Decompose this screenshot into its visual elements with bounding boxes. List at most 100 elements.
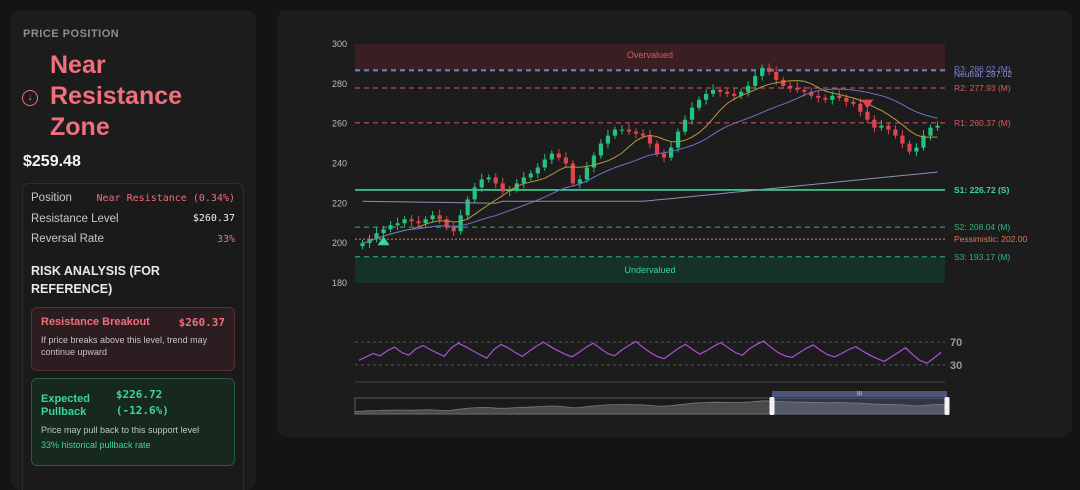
candle (535, 167, 540, 174)
chart-panel: Overvalued Undervalued 180 200 220 240 260 280 3… (277, 10, 1072, 437)
candle (668, 147, 674, 158)
candle (430, 215, 435, 220)
candle (886, 125, 891, 130)
candle (563, 157, 568, 164)
candle (591, 155, 597, 168)
candle (865, 111, 870, 120)
candle (879, 125, 884, 128)
candle (907, 143, 912, 152)
undervalued-label: Undervalued (624, 265, 675, 275)
candle (809, 91, 814, 96)
candle (900, 135, 905, 144)
position-label: Position (31, 192, 72, 205)
y-tick-label: 200 (332, 238, 347, 248)
range-slider-handle-left[interactable] (769, 397, 775, 415)
pullback-title-line: Pullback (41, 405, 87, 418)
price-position-panel: PRICE POSITION ↓ Near Resistance Zone $2… (10, 10, 256, 490)
y-tick-label: 260 (332, 119, 347, 129)
candle (689, 107, 695, 120)
candle (802, 89, 807, 92)
pullback-description: Price may pull back to this support leve… (41, 424, 200, 435)
candle (479, 179, 484, 188)
candle (788, 85, 793, 88)
candle (725, 91, 730, 94)
candle (486, 177, 491, 180)
resistance-breakout-card: Resistance Breakout $260.37 If price bre… (31, 306, 235, 371)
undervalued-zone (355, 256, 945, 283)
y-tick-label: 300 (332, 39, 347, 49)
candle (718, 89, 723, 92)
rsi-level-label: 30 (950, 360, 962, 372)
candle (521, 177, 526, 184)
candle (360, 243, 365, 247)
pullback-amount-value: $226.72 (115, 387, 163, 401)
candle (816, 95, 821, 98)
candle (935, 125, 940, 128)
overvalued-label: Overvalued (627, 50, 673, 60)
moving-average-line (362, 80, 938, 244)
zone-line: Resistance (50, 82, 183, 110)
candle (605, 135, 611, 144)
candle (844, 97, 849, 102)
risk-analysis-heading: RISK ANALYSIS (FOR REFERENCE) (31, 262, 235, 298)
range-slider-bar[interactable] (772, 391, 947, 397)
range-slider-grip-icon[interactable]: III (857, 392, 862, 398)
candle (444, 219, 449, 228)
candle (893, 129, 898, 136)
zone-line: Near (50, 51, 106, 79)
candle (928, 127, 933, 136)
candle (872, 119, 877, 128)
resistance-level-row: Resistance Level $260.37 (31, 209, 235, 230)
breakout-amount: $260.37 (178, 315, 225, 329)
candle (675, 131, 681, 148)
level-label: R1: 260.37 (M) (954, 118, 1011, 128)
price-chart[interactable]: Overvalued Undervalued 180 200 220 240 260 280 3… (277, 10, 1072, 437)
zone-line: Zone (50, 113, 110, 141)
level-label: R2: 277.93 (M) (954, 83, 1011, 93)
rsi-line (358, 340, 942, 364)
candle (374, 233, 379, 240)
candle (409, 219, 414, 222)
breakout-description: If price breaks above this level, trend … (41, 334, 225, 358)
candle (542, 159, 547, 168)
candle (598, 143, 604, 156)
candle (381, 229, 386, 234)
candle (402, 219, 407, 224)
range-slider-selection[interactable] (772, 398, 947, 414)
candle (626, 129, 632, 132)
candle (556, 153, 561, 158)
current-price: $259.48 (23, 153, 81, 170)
y-tick-label: 240 (332, 159, 347, 169)
candle (633, 131, 639, 134)
level-label: R3: 286.02 (M) (954, 64, 1011, 74)
candle (830, 95, 835, 100)
candle (914, 147, 919, 152)
candle (472, 187, 477, 200)
buy-signal-icon (377, 236, 390, 246)
candle (437, 215, 442, 220)
candle (416, 221, 421, 224)
candle (577, 179, 582, 184)
candle (682, 119, 688, 132)
rsi-level-label: 70 (950, 337, 962, 349)
level-label: S2: 208.04 (M) (954, 222, 1010, 232)
candle (612, 129, 618, 136)
candle (921, 135, 926, 148)
candle (858, 103, 863, 112)
candle (465, 199, 470, 216)
level-label: Pessimistic: 202.00 (954, 234, 1027, 244)
position-value: Near Resistance (0.34%) (96, 192, 235, 204)
candle (739, 91, 744, 96)
sell-signal-icon (861, 99, 874, 109)
reversal-rate-row: Reversal Rate 33% (31, 229, 235, 250)
candle (696, 99, 702, 108)
pullback-amount: $226.72 (-12.6%) (116, 387, 169, 419)
overvalued-zone (355, 44, 945, 70)
y-tick-label: 280 (332, 79, 347, 89)
candle (711, 89, 716, 94)
level-label: S1: 226.72 (S) (954, 185, 1009, 195)
range-slider-handle-right[interactable] (944, 397, 950, 415)
circle-arrow-down-icon: ↓ (22, 89, 38, 106)
candle (584, 167, 589, 180)
candle (767, 67, 772, 72)
